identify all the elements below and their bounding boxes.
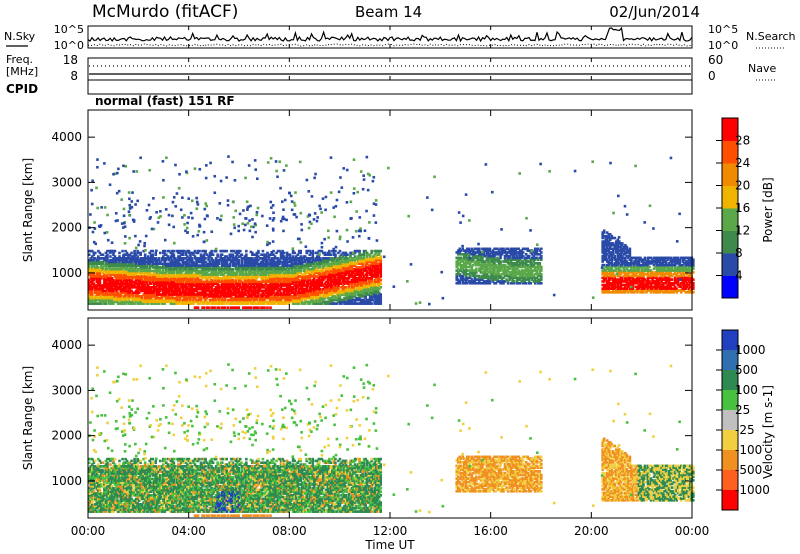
x-tick-label: 04:00 xyxy=(171,524,206,538)
cpid-panel: CPID normal (fast) 151 RF xyxy=(6,79,693,108)
velocity-panel: 1000 2000 3000 4000 Slant Range [km] xyxy=(21,317,695,519)
colorbar-segment xyxy=(722,253,738,276)
colorbar-tick-label: 28 xyxy=(735,134,750,148)
noise-sky-trace xyxy=(87,26,693,43)
power-colorbar: 4 8 12 16 20 24 28 xyxy=(716,117,750,299)
colorbar-tick-label: 16 xyxy=(735,201,750,215)
x-tick-label: 08:00 xyxy=(272,524,307,538)
x-tick-label: 16:00 xyxy=(473,524,508,538)
velocity-colorbar: 1000 500 100 25 -25 -100 -500 -1000 xyxy=(716,329,770,511)
power-scatter xyxy=(88,155,695,309)
colorbar-segment xyxy=(722,470,738,491)
noise-left-tick-top: 10^5 xyxy=(54,23,84,36)
power-ylabel: Slant Range [km] xyxy=(21,158,35,262)
y-tick-label: 2000 xyxy=(51,429,82,443)
noise-right-tick-bottom: 10^0 xyxy=(708,39,738,52)
freq-right-tick-top: 60 xyxy=(708,53,723,67)
cpid-label: CPID xyxy=(6,82,38,96)
colorbar-tick-label: 8 xyxy=(735,246,743,260)
nave-label: Nave xyxy=(748,62,776,75)
date-title: 02/Jun/2014 xyxy=(609,3,700,21)
colorbar-tick-label: 4 xyxy=(735,269,743,283)
freq-left-tick-bottom: 8 xyxy=(70,69,78,83)
station-title: McMurdo (fitACF) xyxy=(92,2,238,22)
power-panel: 1000 2000 3000 4000 Slant Range [km] xyxy=(21,109,695,311)
y-tick-label: 3000 xyxy=(51,175,82,189)
colorbar-tick-label: -500 xyxy=(735,463,762,477)
noise-left-tick-bottom: 10^0 xyxy=(54,39,84,52)
x-tick-label: 12:00 xyxy=(373,524,408,538)
colorbar-segment xyxy=(722,118,738,141)
colorbar-tick-label: 12 xyxy=(735,224,750,238)
x-tick-label: 20:00 xyxy=(574,524,609,538)
y-tick-label: 4000 xyxy=(51,130,82,144)
power-colorbar-label: Power [dB] xyxy=(761,177,775,242)
x-axis-label: Time UT xyxy=(364,538,415,552)
cpid-mode: normal (fast) 151 RF xyxy=(95,94,235,108)
colorbar-segment xyxy=(722,140,738,164)
colorbar-tick-label: 500 xyxy=(735,363,758,377)
freq-left-label-2: [MHz] xyxy=(6,65,38,78)
noise-right-label: N.Search xyxy=(746,30,796,43)
colorbar-tick-label: 20 xyxy=(735,179,750,193)
colorbar-segment xyxy=(722,208,738,231)
y-tick-label: 1000 xyxy=(51,474,82,488)
noise-panel: N.Sky 10^5 10^0 10^5 10^0 N.Search xyxy=(4,23,796,52)
y-tick-label: 2000 xyxy=(51,221,82,235)
colorbar-tick-label: 24 xyxy=(735,156,750,170)
colorbar-segment xyxy=(722,163,738,186)
colorbar-segment xyxy=(722,390,738,411)
colorbar-tick-label: 1000 xyxy=(735,343,766,357)
colorbar-tick-label: -100 xyxy=(735,443,762,457)
freq-panel: Freq. [MHz] 18 8 60 0 Nave xyxy=(6,53,776,83)
x-tick-label: 00:00 xyxy=(675,524,710,538)
colorbar-segment xyxy=(722,450,738,471)
freq-left-label-1: Freq. xyxy=(6,53,33,66)
colorbar-tick-label: 100 xyxy=(735,383,758,397)
noise-right-tick-top: 10^5 xyxy=(708,23,738,36)
velocity-ylabel: Slant Range [km] xyxy=(21,366,35,470)
velocity-colorbar-label: Velocity [m s-1] xyxy=(761,385,775,479)
beam-title: Beam 14 xyxy=(355,3,422,21)
colorbar-segment xyxy=(722,370,738,391)
colorbar-tick-label: -25 xyxy=(735,423,755,437)
colorbar-segment xyxy=(722,330,738,351)
colorbar-segment xyxy=(722,275,738,299)
noise-left-label: N.Sky xyxy=(4,30,36,43)
y-tick-label: 3000 xyxy=(51,383,82,397)
colorbar-segment xyxy=(722,490,738,511)
colorbar-tick-label: -1000 xyxy=(735,483,770,497)
colorbar-tick-label: 25 xyxy=(735,403,750,417)
y-tick-label: 4000 xyxy=(51,338,82,352)
colorbar-segment xyxy=(722,410,738,431)
velocity-scatter xyxy=(88,363,695,517)
x-tick-label: 00:00 xyxy=(71,524,106,538)
colorbar-segment xyxy=(722,430,738,451)
freq-right-tick-bottom: 0 xyxy=(708,69,716,83)
freq-left-tick-top: 18 xyxy=(63,53,78,67)
y-tick-label: 1000 xyxy=(51,266,82,280)
colorbar-segment xyxy=(722,230,738,254)
colorbar-segment xyxy=(722,185,738,209)
colorbar-segment xyxy=(722,350,738,371)
